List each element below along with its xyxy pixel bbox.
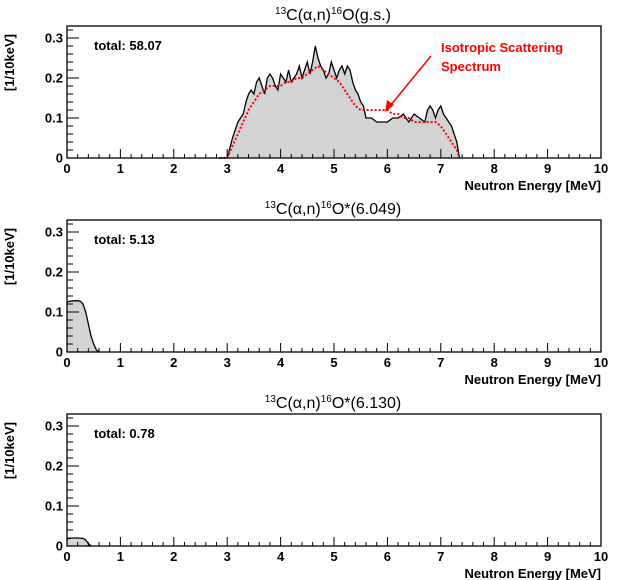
x-tick-label: 10 <box>594 549 608 564</box>
x-tick-label: 9 <box>544 549 551 564</box>
x-tick-label: 7 <box>437 355 444 370</box>
chart-panel-3: 13C(α,n)16O*(6.130) 0 1 2 3 4 5 6 7 8 9 10 0 0.1 0.2 0.… <box>2 394 608 580</box>
chart-panel-2: 13C(α,n)16O*(6.049) 0 1 2 3 4 5 6 7 8 9 10 0 0.1 0.2 0.… <box>2 200 608 387</box>
title-part-c: O*(6.049) <box>332 201 401 218</box>
x-tick-label: 8 <box>491 161 498 176</box>
title-part-a: C( <box>286 7 304 24</box>
x-tick-label: 1 <box>117 549 124 564</box>
x-axis-label: Neutron Energy [MeV] <box>464 178 601 193</box>
x-tick-label: 7 <box>437 549 444 564</box>
x-tick-label: 2 <box>170 161 177 176</box>
x-tick-label: 0 <box>63 161 70 176</box>
x-tick-label: 6 <box>384 549 391 564</box>
title-part-b: ,n) <box>312 7 331 24</box>
x-tick-label: 10 <box>594 161 608 176</box>
x-tick-label: 3 <box>224 161 231 176</box>
x-tick-label: 0 <box>63 355 70 370</box>
x-tick-label: 7 <box>437 161 444 176</box>
x-tick-label: 8 <box>491 549 498 564</box>
x-tick-label: 4 <box>277 549 285 564</box>
y-tick-label: 0 <box>56 345 63 360</box>
x-tick-label: 5 <box>330 549 337 564</box>
title-part-mid: 16 <box>321 394 333 405</box>
x-tick-label: 4 <box>277 355 285 370</box>
chart-title: 13C(α,n)16O*(6.049) <box>265 200 401 218</box>
annotation-arrow-shaft <box>389 55 432 107</box>
title-part-c: O(g.s.) <box>342 7 391 24</box>
total-annotation: total: 0.78 <box>94 426 155 441</box>
title-part-a: C( <box>276 395 294 412</box>
x-tick-label: 2 <box>170 355 177 370</box>
y-tick-label: 0.1 <box>45 499 63 514</box>
title-part-pre: 13 <box>275 6 287 17</box>
title-part-mid: 16 <box>331 6 343 17</box>
title-part-c: O*(6.130) <box>332 395 401 412</box>
x-tick-label: 4 <box>277 161 285 176</box>
chart-title: 13C(α,n)16O*(6.130) <box>265 394 401 412</box>
total-annotation: total: 58.07 <box>94 38 162 53</box>
x-axis-label: Neutron Energy [MeV] <box>464 566 601 580</box>
isotropic-label-line2: Spectrum <box>441 59 501 74</box>
total-annotation: total: 5.13 <box>94 232 155 247</box>
chart-title: 13C(α,n)16O(g.s.) <box>275 6 391 24</box>
y-tick-label: 0 <box>56 151 63 166</box>
title-part-pre: 13 <box>265 394 277 405</box>
annotation-arrowhead <box>385 100 394 112</box>
y-axis-label: [1/10keV] <box>2 34 17 91</box>
title-part-alpha: α <box>293 201 302 218</box>
chart-panel-1: 13C(α,n)16O(g.s.) 0 1 2 3 4 5 6 7 8 9 10 0 0.1 0.2 0.3 N… <box>2 6 608 193</box>
series-1-line <box>66 300 100 353</box>
x-tick-label: 1 <box>117 355 124 370</box>
title-part-alpha: α <box>303 7 312 24</box>
x-tick-label: 9 <box>544 355 551 370</box>
y-tick-label: 0.3 <box>45 31 63 46</box>
x-tick-label: 3 <box>224 355 231 370</box>
y-tick-label: 0.1 <box>45 305 63 320</box>
x-tick-label: 2 <box>170 549 177 564</box>
x-tick-label: 1 <box>117 161 124 176</box>
x-tick-label: 3 <box>224 549 231 564</box>
series-1-area <box>67 300 99 352</box>
y-axis-label: [1/10keV] <box>2 422 17 479</box>
title-part-b: ,n) <box>302 395 321 412</box>
x-tick-label: 5 <box>330 355 337 370</box>
title-part-a: C( <box>276 201 294 218</box>
x-tick-label: 9 <box>544 161 551 176</box>
title-part-b: ,n) <box>302 201 321 218</box>
y-tick-label: 0.3 <box>45 419 63 434</box>
title-part-alpha: α <box>293 395 302 412</box>
x-tick-label: 5 <box>330 161 337 176</box>
y-tick-label: 0.2 <box>45 459 63 474</box>
title-part-pre: 13 <box>265 200 277 211</box>
y-tick-label: 0.1 <box>45 111 63 126</box>
y-tick-label: 0.2 <box>45 71 63 86</box>
isotropic-label-line1: Isotropic Scattering <box>441 40 563 55</box>
title-part-mid: 16 <box>321 200 333 211</box>
x-tick-label: 0 <box>63 549 70 564</box>
y-axis-label: [1/10keV] <box>2 228 17 285</box>
x-tick-label: 8 <box>491 355 498 370</box>
x-tick-label: 6 <box>384 355 391 370</box>
x-axis-label: Neutron Energy [MeV] <box>464 372 601 387</box>
x-tick-label: 6 <box>384 161 391 176</box>
y-tick-label: 0 <box>56 539 63 554</box>
series-1-area <box>219 46 460 158</box>
y-tick-label: 0.3 <box>45 225 63 240</box>
y-tick-label: 0.2 <box>45 265 63 280</box>
x-tick-label: 10 <box>594 355 608 370</box>
